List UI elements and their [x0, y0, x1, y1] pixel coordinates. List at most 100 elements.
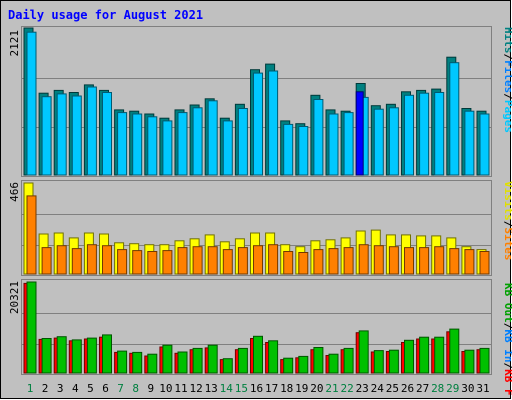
- hits-files-bar: [26, 31, 37, 176]
- kbytes-kb-out-bar: [192, 347, 203, 374]
- visits-sites-bar: [26, 195, 37, 275]
- hits-files-bar: [343, 112, 354, 176]
- hits-files-bar: [388, 107, 399, 176]
- x-tick-label: 20: [310, 382, 323, 395]
- kbytes-kb-out-bar: [298, 355, 309, 374]
- x-tick-label: 16: [250, 382, 263, 395]
- legend-separator: /: [502, 54, 512, 61]
- hits-files-bar: [192, 107, 203, 176]
- kbytes-ymax-label: 20321: [8, 281, 21, 314]
- visits-ymax-label: 466: [8, 182, 21, 202]
- hits-files-bar: [71, 95, 82, 176]
- hits-files-bar: [147, 116, 158, 176]
- x-tick-label: 26: [401, 382, 414, 395]
- x-tick-label: 30: [461, 382, 474, 395]
- visits-sites-bar: [147, 251, 158, 275]
- kbytes-kb-out-bar: [86, 337, 97, 374]
- legend-separator: /: [502, 323, 512, 330]
- hits-files-bar: [479, 113, 490, 176]
- x-tick-label: 2: [42, 382, 49, 395]
- x-tick-label: 13: [205, 382, 218, 395]
- x-tick-label: 17: [265, 382, 278, 395]
- visits-legend: Visits/Sites: [502, 181, 512, 261]
- hits-files-bar: [86, 86, 97, 176]
- legend-separator: /: [502, 221, 512, 228]
- hits-files-bar: [237, 108, 248, 176]
- hits-files-bar: [313, 99, 324, 176]
- x-axis-labels: 1 2 3 4 5 6 7 8 9 10 11 12 13 14 15 16 17 18 19 20 21 22 23 24 2…: [27, 382, 490, 395]
- hits-files-bar: [298, 126, 309, 176]
- x-tick-label: 28: [431, 382, 444, 395]
- kbytes-kb-out-bar: [343, 347, 354, 374]
- x-tick-label: 10: [159, 382, 172, 395]
- hits-files-bar: [102, 92, 112, 176]
- kbytes-kb-out-bar: [434, 336, 445, 374]
- hits-files-bar: [449, 62, 460, 176]
- kbytes-kb-out-bar: [419, 336, 430, 374]
- hits-files-bar: [419, 92, 430, 176]
- visits-sites-bar: [313, 249, 324, 275]
- kbytes-kb-out-bar: [237, 347, 248, 374]
- x-tick-label: 18: [280, 382, 293, 395]
- hits-files-bar: [222, 120, 233, 176]
- visits-sites-bar: [117, 249, 128, 275]
- visits-sites-bar: [479, 251, 490, 275]
- x-tick-label: 15: [235, 382, 248, 395]
- x-tick-label: 1: [27, 382, 34, 395]
- visits-sites-bar: [464, 249, 475, 275]
- kbytes-kb-out-bar: [358, 330, 369, 374]
- visits-sites-bar: [404, 247, 414, 275]
- kbytes-kb-out-bar: [41, 338, 52, 374]
- visits-sites-bar: [328, 248, 339, 275]
- visits-sites-bar: [132, 250, 143, 275]
- legend-visits: Visits: [502, 181, 512, 221]
- kbytes-kb-out-bar: [313, 347, 324, 374]
- visits-sites-bar: [207, 246, 218, 275]
- x-tick-label: 23: [356, 382, 369, 395]
- kbytes-kb-out-bar: [328, 353, 339, 374]
- visits-sites-bar: [373, 245, 384, 275]
- visits-sites-bar: [343, 247, 354, 275]
- hits-files-bar: [464, 110, 475, 176]
- visits-sites-bar: [41, 247, 52, 275]
- kbytes-kb-out-bar: [373, 350, 384, 374]
- hits-files-bar: [117, 112, 128, 176]
- x-tick-label: 4: [72, 382, 79, 395]
- x-tick-label: 31: [476, 382, 489, 395]
- hits-files-bar: [434, 92, 445, 176]
- kbytes-kb-out-bar: [268, 340, 279, 374]
- kbytes-kb-out-bar: [147, 353, 158, 374]
- visits-sites-bar: [298, 252, 309, 275]
- visits-sites-bar: [388, 246, 399, 275]
- legend-hits: Hits: [502, 27, 512, 54]
- kbytes-kb-out-bar: [283, 357, 294, 374]
- visits-sites-bar: [283, 251, 294, 275]
- kbytes-kb-out-bar: [449, 328, 460, 374]
- x-tick-label: 9: [147, 382, 154, 395]
- visits-sites-bar: [56, 245, 67, 275]
- x-tick-label: 7: [117, 382, 124, 395]
- hits-files-bar: [41, 96, 52, 176]
- x-tick-label: 5: [87, 382, 94, 395]
- legend-kb-f: KB F: [502, 369, 512, 396]
- hits-pages-bar: [355, 91, 364, 176]
- kbytes-kb-out-bar: [388, 349, 399, 374]
- x-tick-label: 22: [340, 382, 353, 395]
- visits-sites-bar: [358, 244, 369, 275]
- visits-sites-bar: [434, 246, 445, 275]
- visits-sites-bar: [162, 250, 173, 275]
- visits-sites-bar: [86, 244, 97, 275]
- visits-sites-bar: [449, 248, 460, 275]
- hits-files-bar: [283, 123, 294, 176]
- visits-sites-bar: [192, 246, 203, 275]
- legend-separator: /: [502, 363, 512, 370]
- x-tick-label: 14: [220, 382, 234, 395]
- x-tick-label: 6: [102, 382, 109, 395]
- hits-files-bar: [268, 70, 279, 176]
- x-tick-label: 25: [386, 382, 399, 395]
- legend-separator: /: [502, 93, 512, 100]
- x-tick-label: 29: [446, 382, 459, 395]
- visits-sites-bar: [71, 248, 82, 275]
- x-tick-label: 24: [371, 382, 385, 395]
